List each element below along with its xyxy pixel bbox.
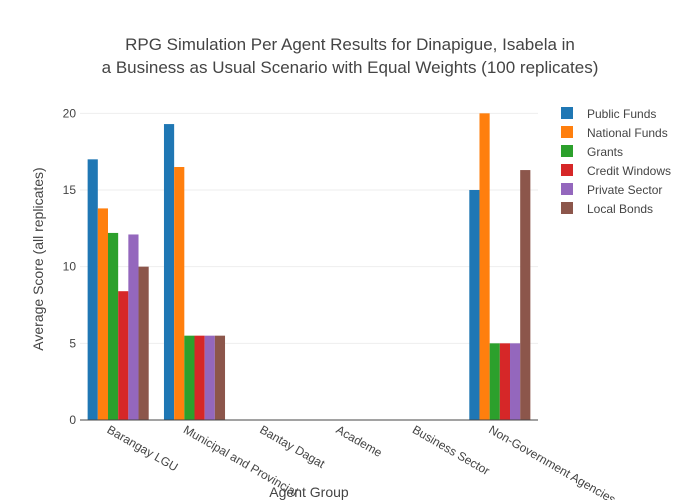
legend-label: Private Sector [587, 183, 662, 197]
legend-label: National Funds [587, 126, 668, 140]
bar[interactable] [469, 190, 480, 420]
bar[interactable] [163, 124, 175, 421]
x-tick-label: Academe [334, 422, 385, 460]
legend-label: Local Bonds [587, 202, 653, 216]
bar[interactable] [87, 159, 98, 421]
y-tick-label: 0 [69, 413, 76, 427]
x-tick-label: Business Sector [410, 422, 492, 477]
legend-label: Credit Windows [587, 164, 671, 178]
bars [87, 113, 531, 421]
bar[interactable] [128, 234, 139, 420]
legend-swatch [561, 164, 573, 176]
legend: Public Funds National Funds Grants Credit W… [561, 107, 671, 216]
y-tick-label: 10 [63, 260, 77, 274]
bar[interactable] [499, 343, 511, 420]
bar[interactable] [184, 335, 195, 420]
bar[interactable] [510, 343, 521, 420]
bar[interactable] [214, 335, 226, 420]
bar[interactable] [194, 335, 205, 420]
bar[interactable] [138, 266, 149, 420]
bar[interactable] [489, 343, 500, 420]
x-tick-label: Bantay Dagat [257, 422, 328, 471]
legend-swatch [561, 126, 573, 138]
legend-swatch [561, 145, 573, 157]
bar[interactable] [118, 291, 129, 420]
chart-title-line-2: a Business as Usual Scenario with Equal … [102, 58, 599, 77]
legend-label: Grants [587, 145, 623, 159]
x-tick-label: Non-Government Agencies [486, 422, 618, 500]
bar[interactable] [479, 113, 490, 420]
bar[interactable] [97, 208, 108, 420]
bar[interactable] [174, 167, 185, 420]
chart-title-line-1: RPG Simulation Per Agent Results for Din… [125, 35, 575, 54]
bar[interactable] [520, 170, 531, 420]
legend-swatch [561, 202, 573, 214]
legend-label: Public Funds [587, 107, 656, 121]
y-tick-labels: 0 5 10 15 20 [63, 106, 77, 427]
grid-lines [80, 112, 538, 344]
x-axis-title: Agent Group [269, 484, 349, 500]
y-tick-label: 15 [63, 183, 77, 197]
legend-swatch [561, 183, 573, 195]
x-tick-label: Barangay LGU [105, 422, 181, 474]
y-axis-title: Average Score (all replicates) [30, 167, 46, 350]
x-tick-labels: Barangay LGU Municipal and ProvincialBant… [105, 422, 618, 500]
bar[interactable] [107, 232, 119, 420]
y-tick-label: 20 [63, 106, 77, 120]
y-tick-label: 5 [69, 336, 76, 350]
bar[interactable] [204, 335, 215, 420]
legend-swatch [561, 107, 573, 119]
